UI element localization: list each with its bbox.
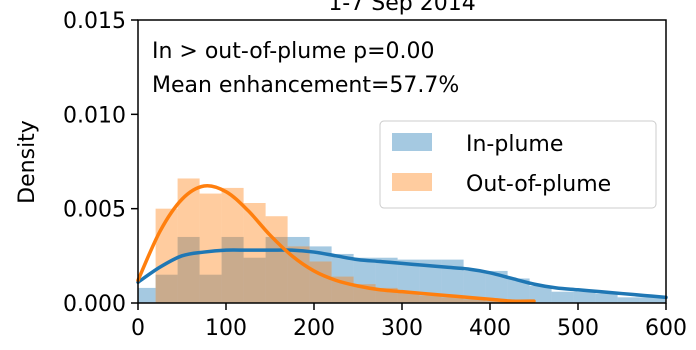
hist-bar-in-plume-1 [155,274,178,303]
y-tick-label-0: 0.000 [63,292,126,317]
x-tick-label-200: 200 [293,316,335,341]
x-tick-label-600: 600 [645,316,687,341]
legend-label-in-plume: In-plume [466,132,563,157]
hist-bar-in-plume-22 [617,297,640,303]
x-axis: 0 100 200 300 400 500 600 [131,303,687,341]
hist-bar-in-plume-21 [595,293,618,303]
y-axis-label: Density [15,120,40,204]
hist-bar-out-of-plume-2 [199,193,222,303]
legend-swatch-out-of-plume [392,173,432,191]
hist-bar-in-plume-15 [463,270,486,303]
hist-bar-in-plume-0 [138,287,156,303]
annotation-line-1: In > out-of-plume p=0.00 [152,39,435,64]
kde-line-out-of-plume [136,183,536,304]
x-tick-label-500: 500 [557,316,599,341]
x-tick-label-300: 300 [381,316,423,341]
hist-bar-in-plume-20 [573,291,596,303]
hist-bar-in-plume-4 [221,236,244,303]
legend-label-out-of-plume: Out-of-plume [466,172,611,197]
hist-bar-in-plume-19 [551,291,574,303]
hist-bar-out-of-plume-5 [265,216,288,303]
kde-layer [136,183,668,304]
hist-bar-out-of-plume-13 [441,297,464,303]
hist-bar-in-plume-23 [639,297,666,303]
hist-bar-out-of-plume-11 [397,291,420,303]
x-tick-label-100: 100 [205,316,247,341]
hist-bar-out-of-plume-4 [243,203,266,303]
hist-bar-in-plume-17 [507,278,530,303]
hist-bar-in-plume-7 [287,236,310,303]
hist-bar-out-of-plume-7 [309,261,332,303]
legend-swatch-in-plume [392,133,432,151]
hist-bar-in-plume-18 [529,286,552,303]
y-tick-label-3: 0.015 [63,9,126,34]
hist-bar-in-plume-9 [331,253,354,303]
x-tick-label-400: 400 [469,316,511,341]
hist-bar-in-plume-14 [441,259,464,303]
hist-bar-out-of-plume-6 [287,246,310,303]
hist-bar-in-plume-5 [243,257,266,303]
hist-bar-out-of-plume-12 [419,295,442,303]
chart-title: 1-7 Sep 2014 [328,0,475,16]
hist-bar-out-of-plume-3 [221,187,244,303]
hist-bar-in-plume-16 [485,270,508,303]
hist-bar-in-plume-3 [199,274,222,303]
hist-bar-out-of-plume-15 [485,301,508,303]
kde-line-in-plume [136,248,668,300]
legend-box [379,120,657,209]
hist-bar-out-of-plume-1 [177,178,200,303]
y-tick-label-1: 0.005 [63,198,126,223]
annotation-line-2: Mean enhancement=57.7% [152,73,459,98]
hist-bar-in-plume-6 [265,236,288,303]
legend: In-plume Out-of-plume [379,120,657,209]
hist-bar-in-plume-10 [353,257,376,303]
y-tick-label-2: 0.010 [63,103,126,128]
hist-bar-out-of-plume-14 [463,299,486,303]
y-axis: 0.000 0.005 0.010 0.015 [63,9,138,317]
x-tick-label-0: 0 [131,316,145,341]
